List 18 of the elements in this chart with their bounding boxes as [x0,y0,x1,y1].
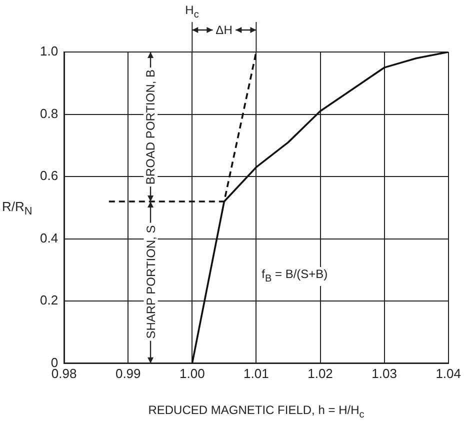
y-tick-label: 0.6 [40,168,58,184]
y-tick-label: 1.0 [40,44,58,59]
text: H$_{c}$ [185,3,199,20]
text: ΔH [216,23,232,37]
y-axis-title: R/R$_{N}$ [2,198,32,218]
annotation: BROAD PORTION, B [144,67,158,186]
x-tick-label: 0.99 [115,366,141,381]
y-tick-label: 0.2 [40,292,58,308]
x-tick-label: 1.04 [436,366,462,381]
y-tick-label: 0.4 [40,230,58,246]
annotation: SHARP PORTION, S [143,224,158,342]
x-tick-label: 1.02 [308,366,333,381]
x-tick-label: 1.01 [244,366,269,381]
x-tick-label: 1.00 [180,366,205,381]
x-axis-title: REDUCED MAGNETIC FIELD, h = H/H$_{c}$ [148,403,364,420]
annotation: f$_{B}$ = B/(S+B) [260,267,330,286]
x-tick-label: 1.03 [372,366,397,381]
y-tick-label: 0.8 [40,106,58,121]
